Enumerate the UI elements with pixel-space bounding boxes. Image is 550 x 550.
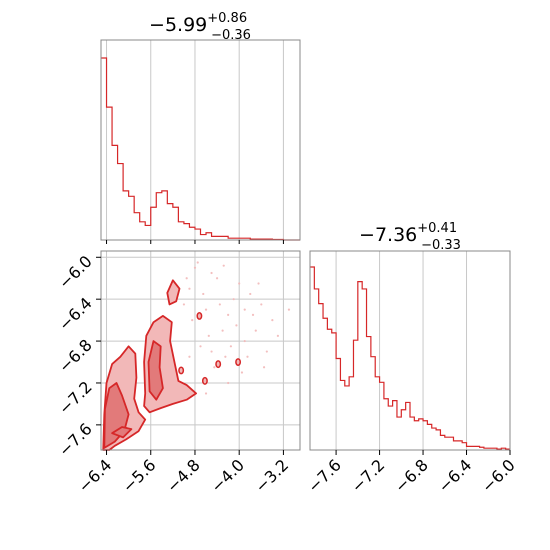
joint-inner-contour: [147, 340, 164, 401]
joint-y-axis: −6.0−6.4−6.8−7.2−7.6: [55, 252, 101, 460]
marginal-param-1-median: −5.99: [149, 14, 207, 36]
marginal-param-1-histogram: [101, 57, 300, 241]
marginal-param-2-x-axis: −7.6 −7.2 −6.8 −6.4 −6.0: [304, 450, 519, 496]
marginal-param-2-tick-label: −7.2: [347, 455, 388, 496]
joint-x-tick-label: −5.6: [119, 455, 160, 496]
joint-sample-point: [196, 261, 199, 264]
joint-sample-point: [243, 339, 246, 343]
joint-x-axis: −6.4 −5.6 −4.8 −4.0 −3.2: [74, 450, 292, 496]
marginal-param-2-upper-error: +0.41: [417, 221, 457, 236]
joint-outlier-contour: [196, 311, 203, 320]
joint-sample-point: [232, 298, 235, 301]
marginal-param-2-tick-label: −7.6: [304, 455, 345, 496]
joint-scatter: [182, 261, 291, 395]
joint-sample-point: [238, 282, 241, 285]
marginal-param-1-title: −5.99+0.86 −0.36: [149, 11, 251, 43]
joint-y-tick-label: −6.4: [55, 294, 96, 335]
joint-sample-point: [185, 277, 188, 280]
joint-sample-point: [235, 324, 238, 327]
joint-outlier-contour: [215, 360, 222, 369]
joint-y-tick-label: −6.0: [55, 252, 96, 293]
marginal-param-1-upper-error: +0.86: [207, 11, 247, 26]
joint-sample-point: [246, 355, 249, 358]
joint-sample-point: [204, 308, 208, 311]
joint-sample-point: [188, 355, 191, 358]
joint-y-tick-label: −6.8: [55, 335, 96, 376]
joint-outlier-contour: [235, 358, 242, 366]
joint-outlier-contour: [178, 366, 185, 375]
joint-x-tick-label: −4.0: [207, 455, 248, 496]
marginal-param-1-grid: [106, 40, 284, 240]
marginal-param-2-tick-label: −6.0: [478, 455, 519, 496]
joint-sample-point: [287, 308, 291, 311]
marginal-param-1-tick-marks: [106, 240, 284, 244]
marginal-param-1-frame: [100, 39, 301, 241]
marginal-param-2-tick-label: −6.4: [434, 455, 475, 496]
joint-sample-point: [243, 308, 246, 311]
joint-sample-point: [207, 334, 210, 337]
joint-x-tick-label: −3.2: [251, 455, 292, 496]
joint-sample-point: [199, 345, 202, 348]
joint-sample-point: [193, 266, 197, 269]
joint-outlier-contour: [201, 376, 208, 385]
joint-outer-contour: [166, 279, 181, 306]
marginal-param-2-tick-label: −6.8: [391, 455, 432, 496]
joint-x-tick-label: −6.4: [74, 455, 115, 496]
joint-inner-contour: [111, 426, 133, 439]
joint-sample-point: [257, 282, 260, 285]
marginal-param-2-median: −7.36: [359, 224, 417, 246]
joint-sample-point: [227, 381, 230, 385]
marginal-param-2-frame: [309, 250, 511, 451]
marginal-param-1-lower-error: −0.36: [211, 28, 251, 43]
joint-y-tick-label: −7.6: [55, 419, 96, 460]
joint-sample-point: [182, 303, 186, 306]
joint-sample-point: [271, 319, 274, 322]
joint-sample-point: [227, 313, 230, 316]
joint-sample-point: [265, 350, 268, 353]
joint-sample-point: [204, 392, 208, 395]
joint-sample-point: [251, 313, 255, 316]
joint-panel: −6.4 −5.6 −4.8 −4.0 −3.2 −6.0−6.4−6.8−7.2−7.…: [55, 250, 301, 496]
joint-sample-point: [224, 355, 227, 358]
joint-sample-point: [249, 292, 252, 296]
joint-sample-point: [202, 292, 205, 296]
joint-sample-point: [188, 287, 191, 290]
marginal-param-2-panel: −7.6 −7.2 −6.8 −6.4 −6.0 −7.36+0.41 −0.33: [304, 221, 519, 496]
joint-sample-point: [215, 277, 219, 280]
joint-sample-point: [276, 334, 279, 337]
joint-sample-point: [240, 371, 244, 374]
joint-sample-point: [218, 303, 221, 306]
joint-frame: [100, 250, 301, 451]
joint-sample-point: [229, 345, 233, 348]
joint-sample-point: [260, 303, 263, 306]
marginal-param-2-title: −7.36+0.41 −0.33: [359, 221, 461, 253]
marginal-param-2-histogram: [310, 266, 510, 450]
joint-sample-point: [213, 366, 216, 369]
joint-sample-point: [222, 264, 225, 267]
joint-sample-point: [210, 271, 213, 275]
joint-sample-point: [254, 329, 257, 332]
joint-sample-point: [221, 329, 224, 332]
marginal-param-2-lower-error: −0.33: [421, 238, 461, 253]
joint-contours: [102, 279, 242, 451]
joint-sample-point: [262, 366, 266, 369]
marginal-param-1-panel: −5.99+0.86 −0.36: [100, 11, 301, 244]
joint-sample-point: [210, 350, 213, 353]
joint-sample-point: [191, 319, 194, 322]
joint-x-tick-label: −4.8: [163, 455, 204, 496]
joint-y-tick-label: −7.2: [55, 377, 96, 418]
